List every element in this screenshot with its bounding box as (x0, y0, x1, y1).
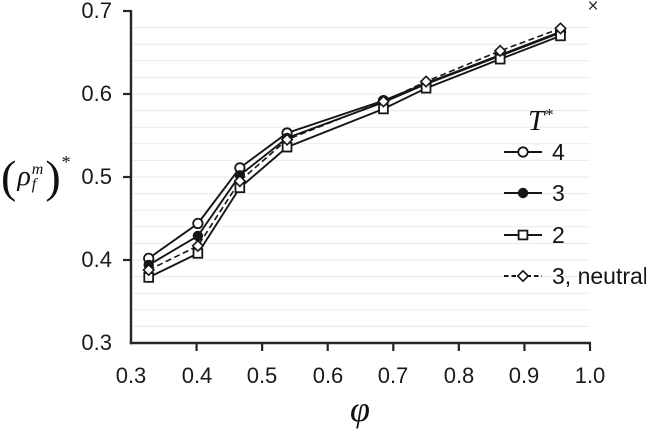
legend-entry-label: 3, neutral (552, 263, 646, 289)
legend-marker-circle-filled-icon (504, 187, 542, 199)
x-tick-label: 0.4 (181, 363, 213, 388)
legend-marker-square-open-icon (504, 229, 542, 241)
x-tick-label: 0.3 (115, 363, 147, 388)
y-axis-label-star: * (61, 151, 71, 172)
y-axis-label-rho: ρ (17, 161, 31, 192)
x-marker: × (587, 0, 599, 17)
legend-entry-t4: 4 (503, 138, 565, 166)
x-tick-label: 0.6 (312, 363, 344, 388)
x-axis-label: φ (350, 389, 370, 429)
y-axis-label-scripts: m f (31, 161, 44, 193)
x-tick-label: 0.7 (377, 363, 409, 388)
y-axis-label: ( ρ m f ) * (1, 150, 71, 204)
y-tick-label: 0.6 (81, 81, 112, 106)
x-tick-label: 0.5 (246, 363, 278, 388)
legend-entry-label: 4 (552, 139, 565, 165)
legend-marker-diamond-dashed-icon (504, 269, 542, 283)
x-tick-label: 0.8 (443, 363, 475, 388)
legend-title-text: T (528, 105, 545, 137)
y-tick-label: 0.7 (81, 0, 112, 23)
y-axis-label-superscript: m (31, 161, 44, 178)
y-axis-label-close-paren: ) (45, 151, 61, 202)
y-axis-label-open-paren: ( (1, 151, 17, 202)
legend-title: T* (528, 99, 578, 137)
legend-marker-circle-open-icon (504, 146, 542, 158)
y-axis-label-subscript: f (31, 176, 37, 193)
x-tick-label: 1.0 (574, 363, 606, 388)
y-tick-label: 0.4 (81, 247, 112, 272)
y-tick-label: 0.5 (81, 164, 112, 189)
legend-entry-t2: 2 (503, 221, 565, 249)
legend-entry-label: 3 (552, 180, 565, 206)
legend-title-superscript: * (545, 105, 554, 124)
legend-entry-t3-neutral: 3, neutral (503, 262, 646, 290)
legend-entry-t3: 3 (503, 179, 565, 207)
legend-entry-label: 2 (552, 222, 565, 248)
x-tick-label: 0.9 (508, 363, 540, 388)
y-tick-label: 0.3 (81, 330, 112, 355)
